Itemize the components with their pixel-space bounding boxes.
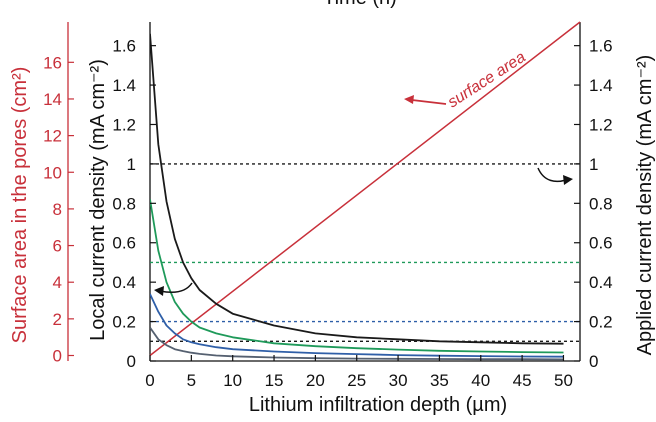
local-current-series-0 [150,33,564,345]
y-left-tick-label: 1.2 [112,115,136,134]
surface-axis-title: Surface area in the pores (cm²) [9,67,31,344]
right-applied-arrow [537,167,573,185]
y-right-tick-label: 1 [589,155,598,174]
surface-area-line [149,21,581,357]
y-left-tick-label: 0 [127,352,136,371]
surface-area-arrow [404,95,447,105]
y-right-tick-label: 1.6 [589,37,613,56]
y-right-tick-label: 0.8 [589,194,613,213]
surface-tick-label: 6 [53,237,62,256]
surface-area-label: surface area [445,49,529,112]
surface-tick-label: 12 [43,127,62,146]
x-tick-label: 45 [513,371,532,390]
x-tick-label: 20 [306,371,325,390]
x-tick-label: 25 [347,371,366,390]
y-left-tick-label: 1.6 [112,37,136,56]
surface-tick-label: 0 [53,347,62,366]
x-tick-label: 10 [223,371,242,390]
y-left-tick-label: 0.2 [112,313,136,332]
x-tick-label: 40 [471,371,490,390]
y-left-tick-label: 1.4 [112,76,136,95]
x-tick-label: 30 [389,371,408,390]
y-right-tick-label: 0 [589,352,598,371]
y-right-tick-label: 0.4 [589,273,613,292]
surface-tick-label: 10 [43,163,62,182]
surface-tick-label: 4 [53,273,62,292]
x-axis-title: Lithium infiltration depth (µm) [249,394,507,416]
y-left-tick-label: 0.4 [112,273,136,292]
surface-tick-label: 8 [53,200,62,219]
surface-tick-label: 16 [43,53,62,72]
y-left-tick-label: 1 [127,155,136,174]
y-right-tick-label: 0.6 [589,234,613,253]
x-tick-label: 15 [265,371,284,390]
x-tick-label: 5 [187,371,196,390]
local-current-series-2 [150,293,564,358]
y-left-tick-label: 0.6 [112,234,136,253]
x-tick-label: 0 [145,371,154,390]
applied-current-axis-title: Applied current density (mA cm⁻²) [634,55,656,356]
y-right-tick-label: 0.2 [589,313,613,332]
x-tick-label: 50 [554,371,573,390]
top-axis-title: Time (h) [323,0,397,9]
x-tick-label: 35 [430,371,449,390]
y-right-tick-label: 1.4 [589,76,613,95]
surface-tick-label: 14 [43,90,62,109]
local-current-series-1 [150,199,564,354]
y-right-tick-label: 1.2 [589,115,613,134]
left-curves-arrow [154,282,193,296]
local-current-axis-title: Local current density (mA cm⁻²) [87,59,109,341]
y-left-tick-label: 0.8 [112,194,136,213]
surface-tick-label: 2 [53,310,62,329]
